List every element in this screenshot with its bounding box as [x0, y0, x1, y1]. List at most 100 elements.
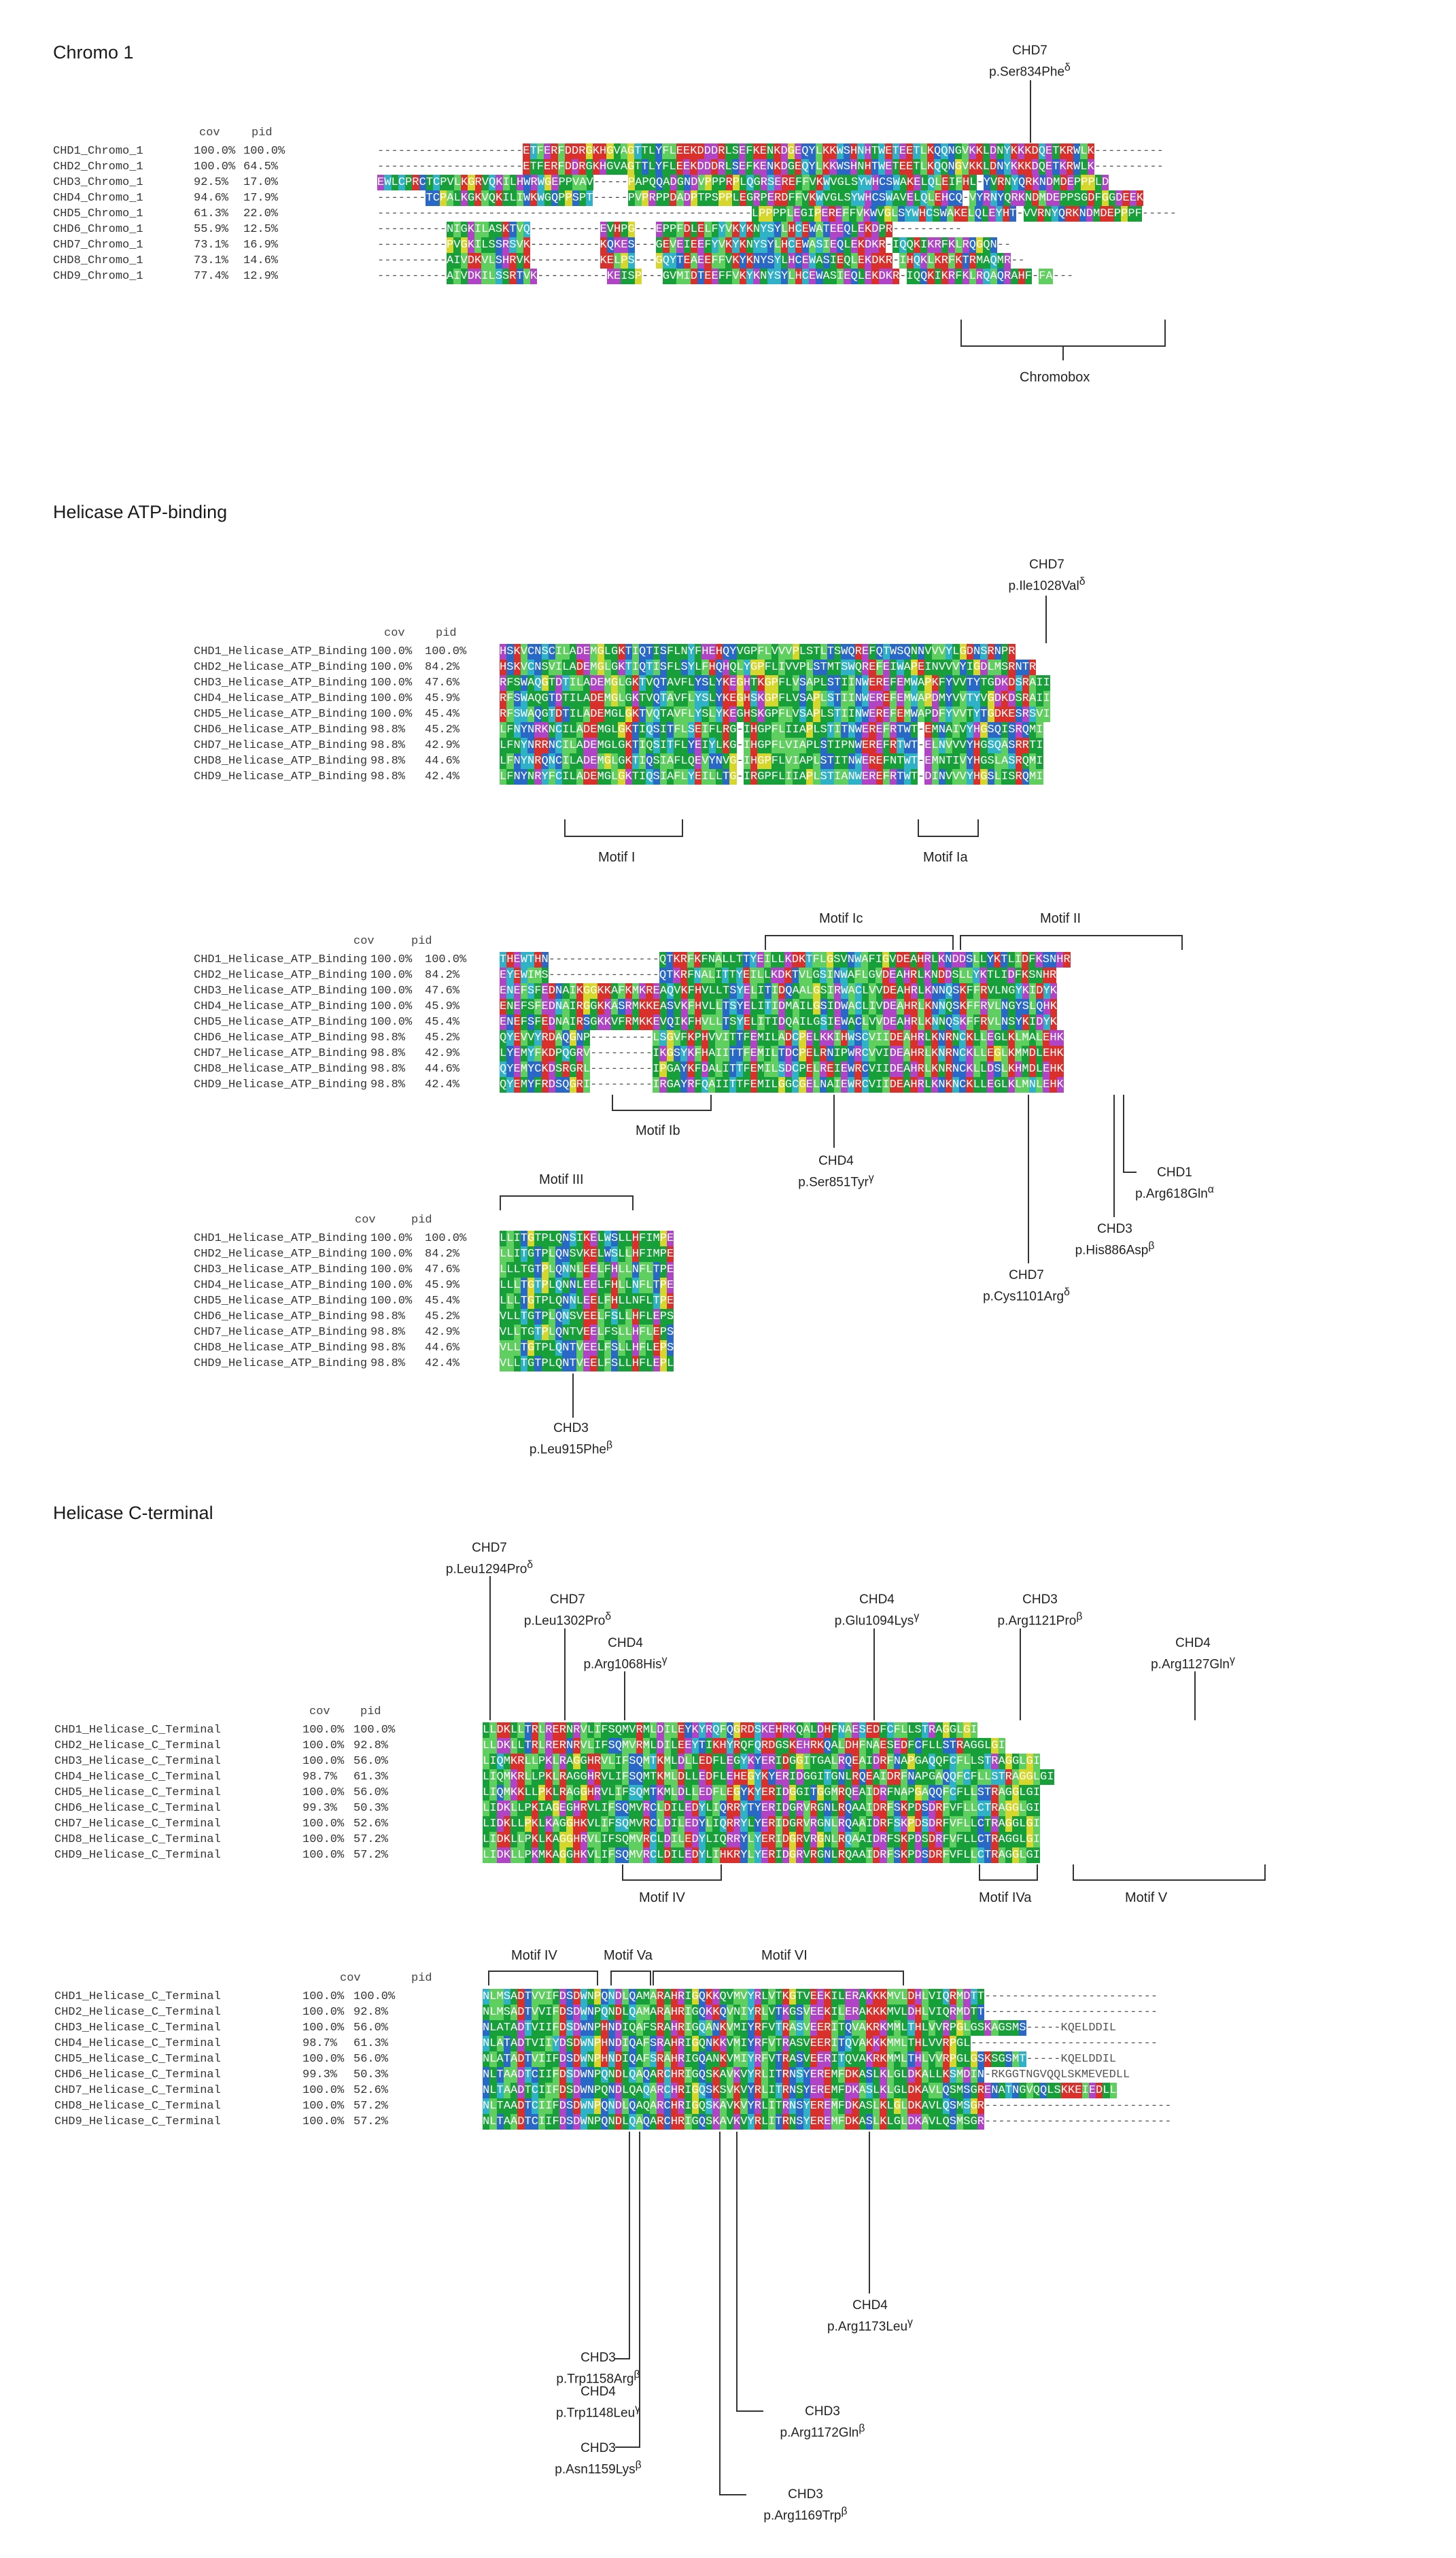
residue: A [852, 1816, 859, 1832]
residue: H [695, 1014, 702, 1030]
residue: I [833, 1061, 841, 1077]
residue: E [500, 999, 507, 1014]
residue: K [975, 143, 983, 159]
residue: L [481, 237, 489, 253]
residue: D [1086, 206, 1094, 222]
residue: W [537, 190, 544, 206]
residue: C [861, 1046, 869, 1061]
residue: Q [1004, 190, 1011, 206]
residue: L [778, 769, 786, 785]
residue: S [980, 644, 988, 660]
residue: K [706, 1989, 713, 2005]
residue: E [824, 2083, 831, 2098]
residue: R [934, 237, 941, 253]
residue: C [650, 1832, 657, 1847]
variant-label: p.His886Aspβ [1075, 1240, 1155, 1258]
residue: F [837, 2083, 845, 2098]
residue: I [865, 1847, 873, 1863]
residue: A [667, 691, 674, 706]
residue: T [882, 644, 890, 660]
residue: P [524, 1816, 532, 1832]
residue: L [510, 1832, 518, 1847]
residue: G [954, 143, 962, 159]
residue: S [843, 159, 850, 175]
residue: D [845, 2098, 852, 2114]
residue: L [982, 159, 990, 175]
residue: A [569, 660, 576, 675]
residue: T [810, 1754, 817, 1769]
residue: K [865, 253, 872, 269]
residue: V [723, 753, 730, 769]
residue: F [662, 159, 670, 175]
residue: K [901, 1832, 908, 1847]
residue: S [767, 222, 774, 237]
residue: T [646, 644, 653, 660]
residue: A [663, 1989, 671, 2005]
residue: W [903, 722, 911, 738]
residue: R [1022, 675, 1029, 691]
identity-value: 84.2% [425, 661, 460, 674]
residue: L [819, 952, 827, 968]
residue: P [1128, 206, 1135, 222]
residue: Y [732, 237, 740, 253]
residue: R [817, 2067, 825, 2083]
residue: S [897, 644, 904, 660]
residue: L [725, 143, 732, 159]
gene-label: CHD4 [818, 1154, 854, 1168]
residue: R [910, 999, 918, 1014]
identity-value: 92.8% [353, 2006, 389, 2019]
residue: K [1018, 190, 1025, 206]
residue: R [733, 1801, 741, 1816]
coverage-value: 100.0% [302, 1739, 345, 1752]
residue: Q [942, 1989, 950, 2005]
residue: Q [555, 1356, 563, 1371]
residue: F [973, 983, 981, 999]
residue: Q [941, 143, 948, 159]
residue: L [538, 1722, 546, 1738]
residue: Q [614, 1722, 622, 1738]
residue: T [723, 983, 730, 999]
residue: E [810, 2098, 817, 2114]
residue: D [1036, 983, 1043, 999]
residue: W [580, 2067, 587, 2083]
residue: G [954, 159, 962, 175]
residue: N [990, 237, 997, 253]
residue: D [678, 1785, 685, 1801]
residue: V [803, 1801, 810, 1816]
residue: M [520, 1077, 527, 1093]
residue: L [597, 1309, 604, 1325]
residue: E [541, 983, 549, 999]
residue: K [541, 722, 549, 738]
motif-iii-bracket-right [632, 1195, 634, 1210]
coverage-value: 100.0% [302, 2084, 345, 2097]
coverage-value: 98.8% [370, 1310, 406, 1323]
residue: P [659, 1340, 667, 1356]
residue: D [778, 999, 786, 1014]
residue: C [650, 1847, 657, 1863]
residue: R [852, 1769, 859, 1785]
residue: R [1015, 738, 1022, 753]
residue: R [559, 1754, 566, 1769]
residue: D [467, 269, 475, 284]
residue: D [573, 2067, 580, 2083]
residue: R [760, 175, 767, 190]
residue: D [572, 143, 579, 159]
residue: F [639, 1278, 646, 1293]
residue: G [597, 660, 604, 675]
residue: T [524, 1722, 532, 1738]
residue: S [1008, 1014, 1016, 1030]
residue: P [594, 2114, 602, 2130]
residue: K [969, 159, 976, 175]
residue: S [719, 2083, 727, 2098]
residue: I [763, 952, 771, 968]
residue: E [653, 983, 660, 999]
residue: Q [955, 190, 963, 206]
residue: K [784, 968, 792, 983]
residue: G [789, 1785, 797, 1801]
residue: C [792, 1046, 799, 1061]
residue: N [541, 952, 549, 968]
residue: R [949, 2005, 956, 2020]
residue: E [774, 175, 782, 190]
residue: I [768, 2067, 776, 2083]
residue: A [659, 983, 667, 999]
